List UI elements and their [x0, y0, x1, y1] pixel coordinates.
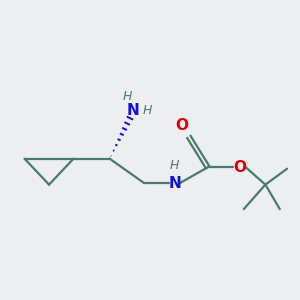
Text: H: H — [170, 159, 179, 172]
Text: H: H — [123, 90, 132, 103]
Text: O: O — [233, 160, 246, 175]
Text: N: N — [168, 176, 181, 191]
Text: H: H — [142, 104, 152, 117]
Text: N: N — [127, 103, 140, 118]
Text: O: O — [175, 118, 188, 133]
